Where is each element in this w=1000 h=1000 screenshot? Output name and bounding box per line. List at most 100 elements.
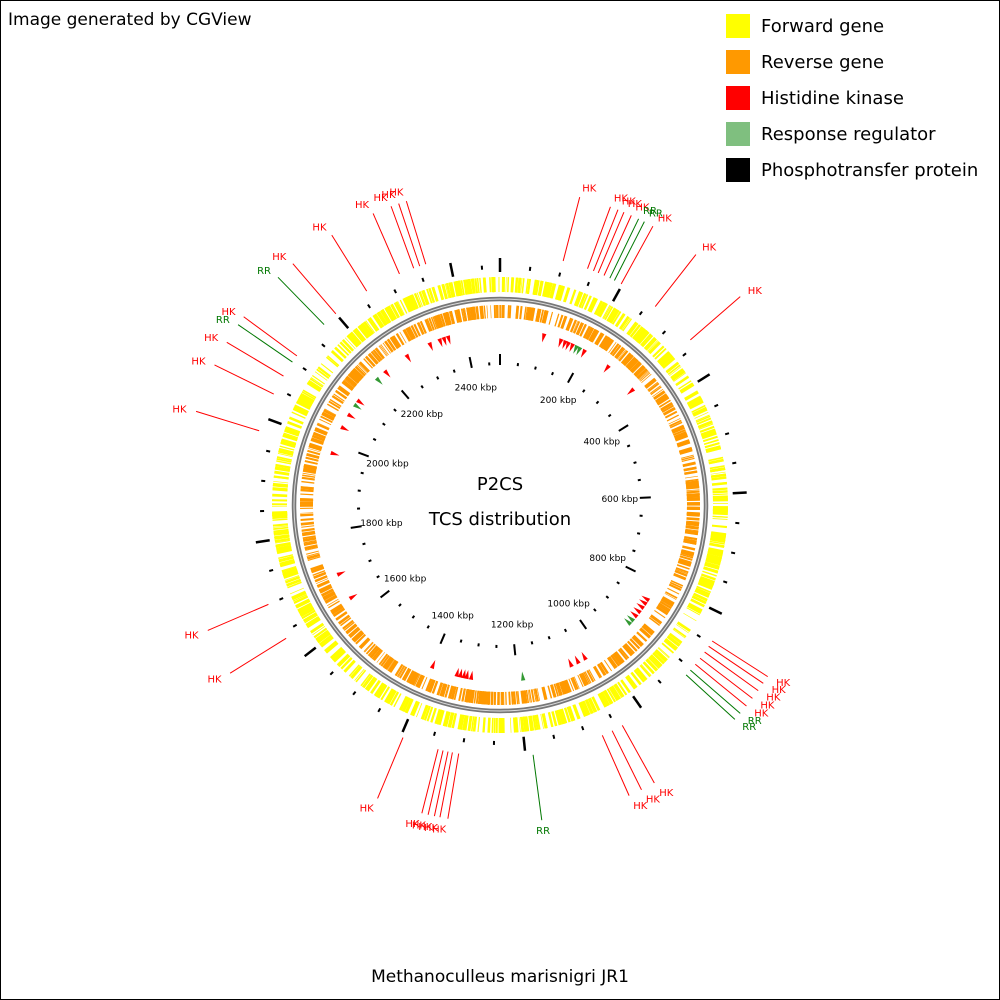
reverse-gene	[300, 518, 314, 522]
callout-line	[229, 637, 287, 674]
reverse-gene	[542, 686, 548, 700]
reverse-gene	[583, 325, 591, 339]
rr-label: RR	[536, 826, 550, 837]
forward-gene	[703, 436, 718, 443]
hk-marker	[630, 611, 639, 619]
reverse-gene	[358, 361, 370, 373]
reverse-gene	[653, 390, 666, 401]
reverse-gene	[325, 596, 338, 604]
forward-gene	[708, 458, 724, 465]
outer-tick	[401, 718, 410, 733]
reverse-gene	[685, 527, 699, 530]
forward-gene	[587, 297, 597, 312]
forward-gene	[627, 322, 639, 336]
hk-marker	[639, 599, 648, 607]
reverse-gene	[345, 377, 356, 387]
inner-tick	[637, 478, 641, 482]
forward-gene	[603, 305, 612, 320]
rr-label: RR	[649, 209, 663, 220]
forward-gene	[327, 355, 340, 367]
reverse-gene	[411, 672, 420, 686]
reverse-gene	[685, 483, 700, 488]
reverse-gene	[675, 568, 688, 575]
reverse-gene	[612, 653, 622, 665]
reverse-gene	[306, 550, 319, 555]
inner-tick	[595, 400, 600, 405]
reverse-gene	[380, 654, 390, 667]
reverse-gene	[314, 575, 328, 583]
forward-gene	[630, 325, 641, 338]
reverse-gene	[356, 364, 367, 375]
reverse-gene	[370, 647, 380, 659]
reverse-gene	[301, 525, 315, 528]
reverse-gene	[681, 456, 695, 461]
reverse-gene	[589, 329, 598, 342]
reverse-gene	[401, 667, 411, 681]
inner-tick	[547, 635, 551, 640]
forward-gene	[657, 647, 670, 659]
reverse-gene	[303, 541, 317, 547]
callout-line	[331, 234, 368, 292]
forward-gene	[556, 710, 562, 725]
forward-gene	[526, 278, 531, 294]
reverse-gene	[342, 620, 354, 630]
reverse-gene	[481, 305, 485, 319]
reverse-gene	[588, 329, 597, 342]
reverse-gene	[401, 667, 410, 680]
reverse-gene	[640, 627, 651, 637]
outer-tick	[661, 330, 667, 335]
reverse-gene	[301, 476, 315, 481]
reverse-gene	[556, 682, 562, 696]
reverse-gene	[389, 336, 399, 350]
forward-gene	[444, 711, 451, 727]
forward-gene	[559, 708, 567, 724]
reverse-gene	[348, 373, 360, 383]
forward-gene	[406, 295, 416, 311]
hk-label: HK	[312, 223, 327, 234]
reverse-gene	[355, 634, 366, 645]
reverse-gene	[673, 431, 687, 439]
outer-tick	[302, 367, 307, 372]
inner-tick	[636, 532, 641, 535]
forward-gene	[416, 292, 423, 307]
forward-gene	[375, 683, 385, 697]
reverse-gene	[424, 318, 432, 332]
kbp-tick-label: 2000 kbp	[366, 459, 409, 469]
forward-gene	[477, 278, 480, 294]
reverse-gene	[608, 341, 617, 354]
inner-tick	[420, 385, 424, 389]
outer-tick	[611, 288, 621, 302]
forward-gene	[518, 277, 522, 293]
reverse-gene	[363, 358, 374, 369]
reverse-gene	[390, 336, 400, 349]
reverse-gene	[622, 645, 632, 657]
reverse-gene	[323, 592, 336, 601]
forward-gene	[536, 714, 541, 730]
reverse-gene	[599, 335, 608, 348]
hk-label: HK	[381, 190, 396, 201]
forward-gene	[410, 700, 417, 715]
reverse-gene	[625, 356, 636, 368]
reverse-gene	[306, 553, 320, 558]
forward-gene	[604, 306, 614, 321]
reverse-gene	[663, 408, 676, 416]
reverse-gene	[669, 421, 683, 429]
reverse-gene	[632, 636, 643, 647]
kbp-scale: 200 kbp 400 kbp 600 kbp 800 kbp 1000 kbp 1200…	[350, 354, 651, 656]
forward-gene	[687, 602, 703, 613]
reverse-gene	[322, 591, 335, 599]
callout-line	[195, 410, 260, 432]
forward-gene	[587, 698, 596, 713]
forward-gene	[671, 370, 686, 382]
hk-label: HK	[389, 188, 404, 199]
reverse-gene	[533, 688, 537, 702]
reverse-gene	[685, 523, 699, 527]
reverse-gene	[659, 600, 672, 610]
reverse-gene	[475, 306, 480, 320]
reverse-gene	[541, 686, 547, 701]
reverse-gene	[410, 672, 417, 685]
reverse-gene	[657, 604, 670, 613]
feature-callouts: HKHKHKHKHKRRRRHKHKHKHKHKHKHKHKRRRRHKHKHK…	[172, 184, 790, 838]
reverse-gene	[543, 310, 549, 324]
reverse-gene	[358, 363, 368, 374]
